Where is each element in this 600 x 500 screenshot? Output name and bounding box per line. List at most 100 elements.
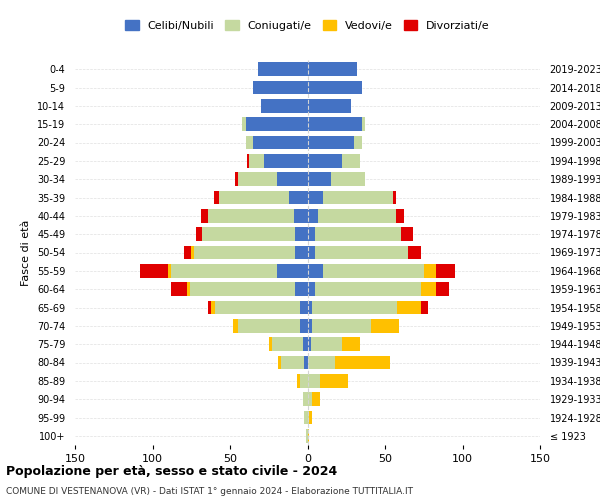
- Bar: [397, 300, 421, 314]
- Bar: [272, 338, 303, 351]
- Bar: [308, 80, 362, 94]
- Bar: [308, 62, 357, 76]
- Bar: [401, 228, 413, 241]
- Bar: [319, 209, 396, 222]
- Bar: [208, 209, 293, 222]
- Bar: [300, 319, 308, 332]
- Bar: [168, 264, 171, 278]
- Bar: [261, 99, 308, 112]
- Bar: [308, 429, 309, 442]
- Bar: [303, 392, 308, 406]
- Bar: [300, 374, 308, 388]
- Bar: [293, 209, 308, 222]
- Bar: [331, 172, 365, 186]
- Bar: [296, 374, 300, 388]
- Bar: [393, 190, 396, 204]
- Bar: [315, 246, 408, 260]
- Bar: [308, 190, 323, 204]
- Bar: [315, 228, 401, 241]
- Bar: [308, 356, 335, 370]
- Bar: [309, 410, 312, 424]
- Bar: [312, 392, 320, 406]
- Text: COMUNE DI VESTENANOVA (VR) - Dati ISTAT 1° gennaio 2024 - Elaborazione TUTTITALI: COMUNE DI VESTENANOVA (VR) - Dati ISTAT …: [6, 488, 413, 496]
- Bar: [308, 172, 331, 186]
- Bar: [320, 374, 348, 388]
- Bar: [303, 338, 308, 351]
- Bar: [200, 209, 208, 222]
- Bar: [308, 118, 362, 131]
- Bar: [436, 264, 455, 278]
- Bar: [171, 282, 187, 296]
- Bar: [289, 190, 308, 204]
- Bar: [308, 228, 315, 241]
- Bar: [308, 264, 323, 278]
- Bar: [308, 319, 312, 332]
- Bar: [238, 319, 300, 332]
- Bar: [194, 246, 295, 260]
- Bar: [308, 282, 315, 296]
- Bar: [408, 246, 421, 260]
- Bar: [421, 300, 428, 314]
- Bar: [308, 338, 311, 351]
- Bar: [245, 136, 253, 149]
- Bar: [308, 154, 341, 168]
- Bar: [277, 264, 308, 278]
- Bar: [208, 300, 211, 314]
- Bar: [362, 118, 365, 131]
- Bar: [281, 356, 304, 370]
- Bar: [396, 209, 404, 222]
- Bar: [436, 282, 449, 296]
- Bar: [202, 228, 295, 241]
- Bar: [187, 282, 190, 296]
- Bar: [215, 300, 300, 314]
- Bar: [215, 190, 219, 204]
- Bar: [308, 410, 309, 424]
- Bar: [354, 136, 362, 149]
- Bar: [308, 392, 312, 406]
- Bar: [278, 356, 281, 370]
- Bar: [308, 246, 315, 260]
- Bar: [308, 99, 351, 112]
- Bar: [306, 429, 308, 442]
- Bar: [323, 264, 424, 278]
- Bar: [295, 282, 308, 296]
- Bar: [196, 228, 202, 241]
- Bar: [277, 172, 308, 186]
- Bar: [269, 338, 272, 351]
- Bar: [424, 264, 436, 278]
- Bar: [341, 338, 360, 351]
- Bar: [323, 190, 393, 204]
- Bar: [190, 282, 295, 296]
- Bar: [248, 154, 264, 168]
- Bar: [219, 190, 289, 204]
- Bar: [308, 374, 320, 388]
- Bar: [245, 118, 308, 131]
- Bar: [308, 209, 319, 222]
- Bar: [253, 80, 308, 94]
- Bar: [233, 319, 238, 332]
- Bar: [253, 136, 308, 149]
- Bar: [242, 118, 245, 131]
- Bar: [235, 172, 238, 186]
- Bar: [335, 356, 389, 370]
- Bar: [371, 319, 399, 332]
- Bar: [295, 228, 308, 241]
- Bar: [247, 154, 248, 168]
- Bar: [308, 136, 354, 149]
- Bar: [258, 62, 308, 76]
- Bar: [421, 282, 436, 296]
- Bar: [300, 300, 308, 314]
- Bar: [308, 300, 312, 314]
- Bar: [140, 264, 168, 278]
- Bar: [295, 246, 308, 260]
- Legend: Celibi/Nubili, Coniugati/e, Vedovi/e, Divorziati/e: Celibi/Nubili, Coniugati/e, Vedovi/e, Di…: [121, 16, 494, 35]
- Bar: [238, 172, 277, 186]
- Bar: [304, 410, 308, 424]
- Bar: [264, 154, 308, 168]
- Bar: [211, 300, 215, 314]
- Bar: [312, 300, 397, 314]
- Bar: [191, 246, 194, 260]
- Text: Popolazione per età, sesso e stato civile - 2024: Popolazione per età, sesso e stato civil…: [6, 465, 337, 478]
- Bar: [184, 246, 191, 260]
- Bar: [312, 319, 371, 332]
